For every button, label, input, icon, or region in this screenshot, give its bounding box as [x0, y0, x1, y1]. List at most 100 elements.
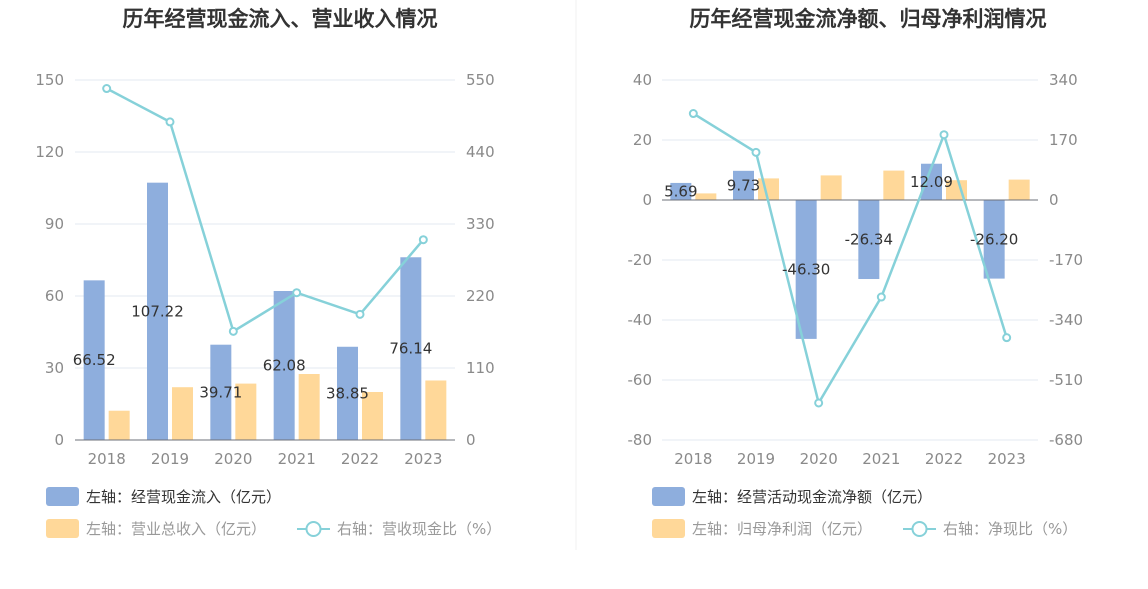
primary-bar[interactable] — [83, 280, 105, 440]
left-tick-label: 0 — [642, 191, 652, 209]
ratio-point[interactable] — [102, 84, 112, 94]
legend-swatch-net-profit[interactable] — [652, 519, 685, 538]
secondary-bar[interactable] — [883, 170, 905, 200]
bar-value-label: 107.22 — [131, 302, 184, 320]
ratio-point[interactable] — [228, 326, 238, 336]
right-tick-label: 170 — [1049, 131, 1078, 149]
secondary-bar[interactable] — [172, 387, 193, 440]
ratio-point[interactable] — [292, 288, 302, 298]
left-tick-label: 150 — [35, 71, 64, 89]
x-tick-label: 2019 — [737, 450, 775, 468]
primary-bar[interactable] — [400, 257, 422, 440]
primary-bar[interactable] — [921, 163, 942, 200]
right-tick-label: -680 — [1049, 431, 1083, 449]
legend-swatch-revenue[interactable] — [46, 519, 79, 538]
data-labels: 5.69 9.73 -46.30 -26.34 12.09 -26.20 — [664, 173, 1018, 279]
ratio-point[interactable] — [1002, 333, 1012, 343]
ratio-point[interactable] — [355, 309, 365, 319]
ratio-point[interactable] — [418, 235, 428, 245]
primary-bar[interactable] — [733, 170, 754, 200]
left-tick-label: -40 — [628, 311, 653, 329]
x-tick-label: 2019 — [151, 450, 189, 468]
legend-label-ratio[interactable]: 右轴：净现比（%） — [943, 520, 1077, 538]
right-tick-label: -510 — [1049, 371, 1083, 389]
primary-bar[interactable] — [983, 200, 1005, 279]
net-cash-flow-profit-chart: 历年经营现金流净额、归母净利润情况 40 20 0 -20 -40 -60 -80 340 1… — [628, 7, 1083, 538]
primary-bar[interactable] — [795, 200, 817, 339]
secondary-bar[interactable] — [362, 392, 383, 440]
ratio-point[interactable] — [876, 292, 886, 302]
x-tick-label: 2020 — [800, 450, 838, 468]
primary-bar[interactable] — [858, 200, 880, 280]
legend-label-cash-inflow[interactable]: 左轴：经营现金流入（亿元） — [86, 488, 281, 506]
bar-value-label: 9.73 — [727, 176, 760, 194]
bars — [670, 163, 1030, 339]
right-tick-label: 110 — [466, 359, 495, 377]
secondary-bar[interactable] — [820, 175, 842, 200]
primary-bar[interactable] — [210, 344, 232, 440]
left-tick-label: -20 — [628, 251, 653, 269]
legend-swatch-ratio-line[interactable] — [297, 521, 330, 537]
x-tick-label: 2021 — [278, 450, 316, 468]
x-axis-ticks: 2018 2019 2020 2021 2022 2023 — [674, 450, 1026, 468]
legend-swatch-net-cash-flow[interactable] — [652, 487, 685, 506]
legend-label-revenue[interactable]: 左轴：营业总收入（亿元） — [86, 520, 266, 538]
data-labels: 66.52 107.22 39.71 62.08 38.85 76.14 — [73, 302, 433, 402]
right-tick-label: -170 — [1049, 251, 1083, 269]
x-tick-label: 2023 — [404, 450, 442, 468]
secondary-bar[interactable] — [235, 383, 257, 440]
chart-title: 历年经营现金流入、营业收入情况 — [123, 7, 438, 31]
ratio-point[interactable] — [165, 117, 175, 127]
right-axis-ticks: 550 440 330 220 110 0 — [466, 71, 495, 449]
ratio-point[interactable] — [814, 398, 824, 408]
left-tick-label: 0 — [54, 431, 64, 449]
ratio-line — [688, 109, 1012, 408]
bar-value-label: -46.30 — [782, 260, 830, 278]
primary-bar[interactable] — [670, 182, 692, 200]
ratio-point[interactable] — [751, 147, 761, 157]
secondary-bar[interactable] — [758, 178, 779, 200]
ratio-line-path — [106, 87, 425, 334]
legend-label-net-cash-flow[interactable]: 左轴：经营活动现金流净额（亿元） — [692, 488, 932, 506]
bar-value-label: -26.34 — [845, 231, 893, 249]
ratio-point[interactable] — [688, 109, 698, 119]
legend-label-net-profit[interactable]: 左轴：归母净利润（亿元） — [692, 520, 872, 538]
left-tick-label: 90 — [45, 215, 64, 233]
right-tick-label: 550 — [466, 71, 495, 89]
chart-title: 历年经营现金流净额、归母净利润情况 — [690, 7, 1047, 31]
left-tick-label: 120 — [35, 143, 64, 161]
legend: 左轴：经营活动现金流净额（亿元） 左轴：归母净利润（亿元） 右轴：净现比（%） — [652, 487, 1077, 538]
ratio-point[interactable] — [939, 130, 949, 140]
legend-label-ratio[interactable]: 右轴：营收现金比（%） — [337, 520, 501, 538]
right-tick-label: 330 — [466, 215, 495, 233]
x-tick-label: 2022 — [341, 450, 379, 468]
primary-bar[interactable] — [147, 182, 168, 440]
ratio-line-path — [692, 112, 1008, 407]
bar-value-label: 38.85 — [326, 384, 369, 402]
left-tick-label: 30 — [45, 359, 64, 377]
secondary-bar[interactable] — [298, 374, 320, 440]
legend-swatch-ratio-line[interactable] — [903, 521, 936, 537]
primary-bar[interactable] — [337, 346, 358, 440]
secondary-bar[interactable] — [1008, 179, 1030, 200]
secondary-bar[interactable] — [695, 193, 717, 200]
right-axis-ticks: 340 170 0 -170 -340 -510 -680 — [1049, 71, 1083, 449]
secondary-bar[interactable] — [108, 410, 130, 440]
x-tick-label: 2022 — [925, 450, 963, 468]
legend-swatch-cash-inflow[interactable] — [46, 487, 79, 506]
secondary-bar[interactable] — [425, 380, 447, 440]
x-tick-label: 2023 — [988, 450, 1026, 468]
left-tick-label: 60 — [45, 287, 64, 305]
left-tick-label: -60 — [628, 371, 653, 389]
bar-value-label: 76.14 — [389, 340, 432, 358]
primary-bar[interactable] — [273, 291, 295, 440]
x-tick-label: 2020 — [214, 450, 252, 468]
bar-value-label: 5.69 — [664, 182, 697, 200]
right-tick-label: 340 — [1049, 71, 1078, 89]
bar-value-label: -26.20 — [970, 230, 1018, 248]
right-tick-label: 0 — [1049, 191, 1059, 209]
right-tick-label: 220 — [466, 287, 495, 305]
x-tick-label: 2018 — [88, 450, 126, 468]
grid-lines — [75, 79, 455, 441]
